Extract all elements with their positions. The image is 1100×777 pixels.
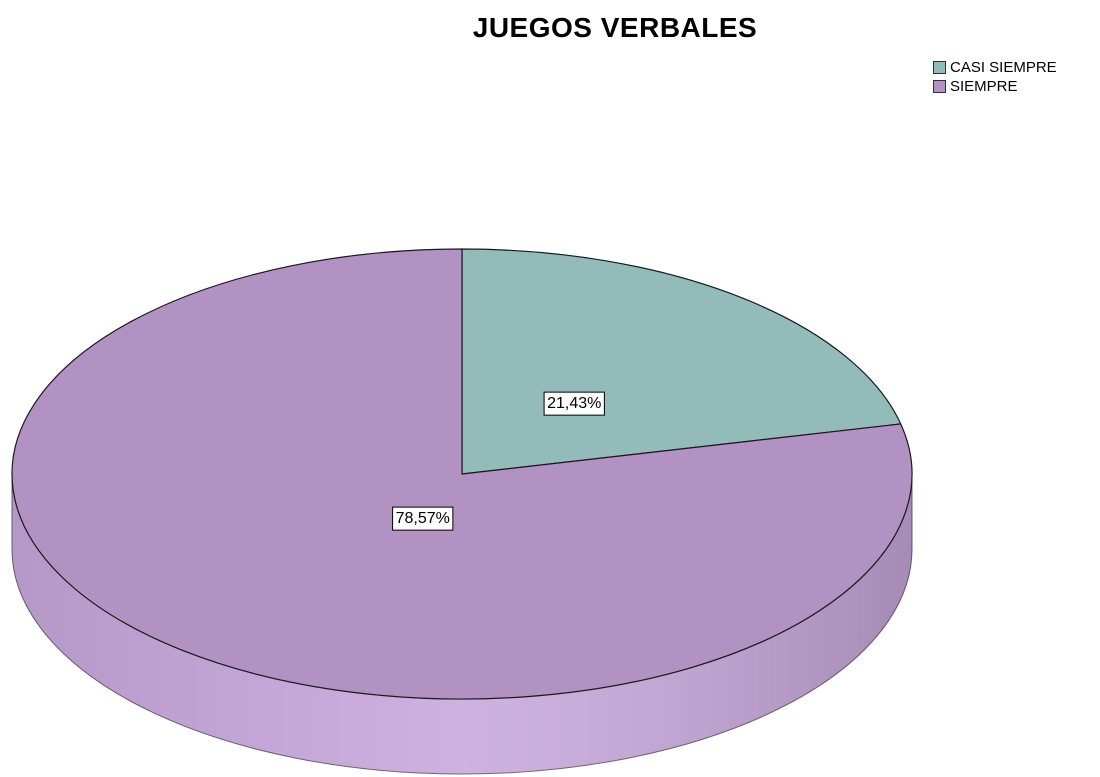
chart-legend: CASI SIEMPRE SIEMPRE [933, 58, 1057, 96]
data-label-casi-siempre: 21,43% [543, 391, 605, 416]
legend-item-siempre: SIEMPRE [933, 77, 1057, 96]
data-label-box-casi-siempre [543, 391, 605, 416]
pie-slice-siempre [11, 248, 913, 700]
pie-slice-casi-siempre [461, 248, 902, 475]
pie-top-faces [11, 248, 913, 700]
chart-title: JUEGOS VERBALES [472, 12, 758, 43]
legend-swatch-casi-siempre [933, 61, 946, 74]
data-label-text-casi-siempre: 21,43% [547, 395, 601, 412]
legend-label-siempre: SIEMPRE [950, 78, 1018, 95]
data-label-text-siempre: 78,57% [396, 510, 450, 527]
legend-label-casi-siempre: CASI SIEMPRE [950, 59, 1057, 76]
legend-item-casi-siempre: CASI SIEMPRE [933, 58, 1057, 77]
pie-data-labels: 21,43% 78,57% [392, 391, 605, 531]
data-label-box-siempre [392, 506, 454, 531]
pie-side-shading-siempre [12, 474, 912, 774]
legend-swatch-siempre [933, 80, 946, 93]
data-label-siempre: 78,57% [392, 506, 454, 531]
